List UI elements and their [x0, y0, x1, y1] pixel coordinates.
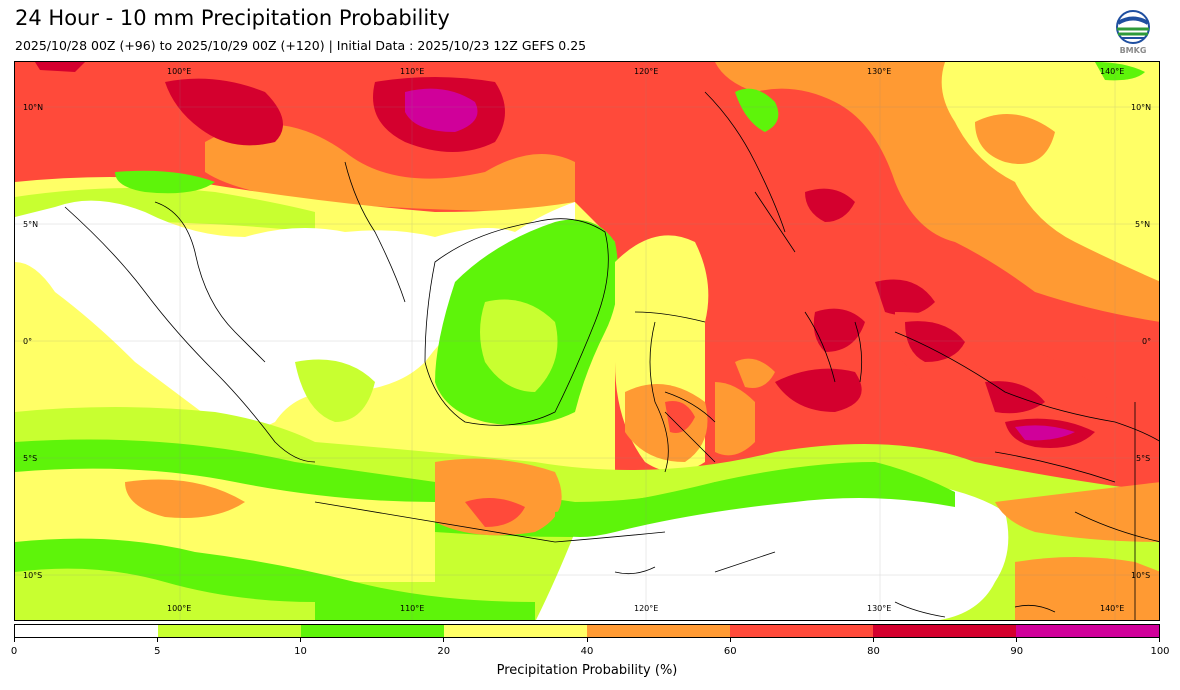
prob-5-10-java-sea [295, 359, 375, 422]
lat-label-right-5n: 5°N [1135, 220, 1151, 229]
chart-title: 24 Hour - 10 mm Precipitation Probabilit… [15, 6, 450, 30]
colorbar-segment-2 [301, 625, 444, 637]
precipitation-map: 100°E 110°E 120°E 130°E 140°E 100°E 110°… [14, 61, 1160, 621]
lon-label-bottom-130: 130°E [867, 604, 892, 613]
sulawesi-coast [634, 311, 716, 473]
colorbar-tick-label: 90 [1010, 646, 1024, 657]
prob-40-60-java [435, 458, 562, 536]
prob-40-60-sulawesi [625, 384, 708, 462]
lon-label-bottom-110: 110°E [400, 604, 425, 613]
colorbar-tick-mark [156, 637, 158, 642]
colorbar-tick-label: 10 [294, 646, 307, 657]
colorbar-tick-label: 100 [1150, 646, 1170, 657]
bmkg-logo-icon: BMKG [1112, 10, 1154, 56]
coastlines [64, 91, 1159, 620]
prob-80-90-blob-1 [165, 78, 283, 146]
colorbar-segment-3 [444, 625, 587, 637]
lat-label-right-10n: 10°N [1131, 103, 1152, 112]
colorbar-tick-mark [729, 637, 731, 642]
lat-label-right-5s: 5°S [1136, 454, 1151, 463]
sumatra-coast [64, 206, 316, 463]
java-coast [314, 501, 556, 543]
colorbar-tick-mark [586, 637, 588, 642]
prob-40-60-zone-north [205, 124, 575, 212]
colorbar-tick-mark [13, 637, 15, 642]
prob-90-100-blob-east [1015, 425, 1075, 441]
lat-label-right-10s: 10°S [1131, 571, 1151, 580]
colorbar-tick-mark [873, 637, 874, 642]
lon-label-bottom-140: 140°E [1100, 604, 1125, 613]
lon-label-top-120: 120°E [634, 67, 659, 76]
colorbar-segment-7 [1016, 625, 1159, 637]
lon-label-top-130: 130°E [867, 67, 892, 76]
borneo-coast [424, 218, 609, 426]
colorbar-tick-label: 5 [154, 646, 161, 657]
logo-text: BMKG [1120, 46, 1147, 55]
colorbar-tick-label: 20 [437, 646, 451, 657]
chart-subtitle: 2025/10/28 00Z (+96) to 2025/10/29 00Z (… [15, 38, 587, 53]
colorbar-tick-label: 0 [10, 646, 18, 657]
colorbar-segment-5 [730, 625, 873, 637]
lon-label-top-100: 100°E [167, 67, 192, 76]
lat-label-left-5n: 5°N [23, 220, 39, 229]
colorbar-tick-mark [300, 637, 301, 642]
colorbar [14, 624, 1160, 638]
lon-label-bottom-120: 120°E [634, 604, 659, 613]
colorbar-tick-label: 60 [723, 646, 737, 657]
colorbar-tick-mark [443, 637, 445, 642]
lat-label-right-0: 0° [1142, 337, 1152, 346]
colorbar-tick-label: 80 [867, 646, 880, 657]
lon-label-bottom-100: 100°E [167, 604, 192, 613]
colorbar-segment-1 [158, 625, 301, 637]
philippines-coast [704, 91, 796, 253]
colorbar-tick-label: 40 [580, 646, 594, 657]
prob-90-100-blob-1 [405, 88, 478, 132]
lat-label-left-5s: 5°S [23, 454, 38, 463]
colorbar-segment-0 [15, 625, 158, 637]
prob-0-5-land-west [15, 200, 575, 432]
colorbar-segment-4 [587, 625, 730, 637]
map-canvas [15, 62, 1159, 620]
colorbar-segment-6 [873, 625, 1016, 637]
new-guinea-coast [894, 331, 1159, 542]
lat-label-left-10s: 10°S [23, 571, 43, 580]
lon-label-top-140: 140°E [1100, 67, 1125, 76]
colorbar-tick-mark [1158, 637, 1160, 642]
lat-label-left-10n: 10°N [23, 103, 44, 112]
colorbar-tick-mark [1016, 637, 1018, 642]
colorbar-label: Precipitation Probability (%) [496, 663, 678, 678]
prob-80-90-blob-east [905, 321, 965, 362]
lat-label-left-0: 0° [23, 337, 33, 346]
lon-label-top-110: 110°E [400, 67, 425, 76]
